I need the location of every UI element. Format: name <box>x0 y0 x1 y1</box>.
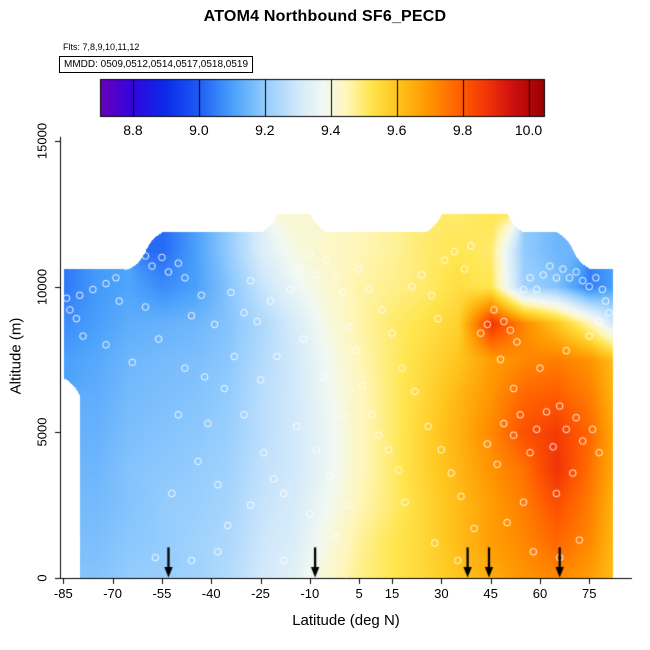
x-tick-label: 75 <box>582 586 597 601</box>
mmdd-box: MMDD: 0509,0512,0514,0517,0518,0519 <box>59 56 254 73</box>
colorbar-tick-label: 9.0 <box>189 122 209 138</box>
x-tick-label: -70 <box>103 586 122 601</box>
x-tick-label: 30 <box>434 586 449 601</box>
y-tick-label: 10000 <box>34 268 50 305</box>
colorbar-tick-label: 9.8 <box>452 122 473 138</box>
colorbar-tick-label: 9.2 <box>255 122 275 138</box>
x-tick-label: -85 <box>53 586 73 601</box>
x-tick-label: -25 <box>251 586 270 601</box>
y-tick-label: 5000 <box>34 417 50 447</box>
colorbar-tick-label: 9.4 <box>321 122 341 138</box>
x-tick-label: 60 <box>532 586 548 601</box>
y-axis-title: Altitude (m) <box>7 317 25 395</box>
x-tick-label: 15 <box>384 586 400 601</box>
colorbar-tick-label: 10.0 <box>514 122 543 138</box>
x-axis-title: Latitude (deg N) <box>292 612 400 629</box>
x-tick-label: -55 <box>152 586 172 601</box>
x-tick-label: -40 <box>201 586 221 601</box>
flights-label: Flts: 7,8,9,10,11,12 <box>63 42 140 52</box>
x-tick-label: 45 <box>483 586 498 601</box>
colorbar-tick-label: 9.6 <box>386 122 407 138</box>
colorbar-tick-label: 8.8 <box>123 122 143 138</box>
y-tick-label: 15000 <box>34 122 50 159</box>
chart-title: ATOM4 Northbound SF6_PECD <box>203 8 447 25</box>
x-tick-label: 5 <box>355 586 363 601</box>
y-tick-label: 0 <box>34 574 50 582</box>
x-tick-label: -10 <box>300 586 320 601</box>
